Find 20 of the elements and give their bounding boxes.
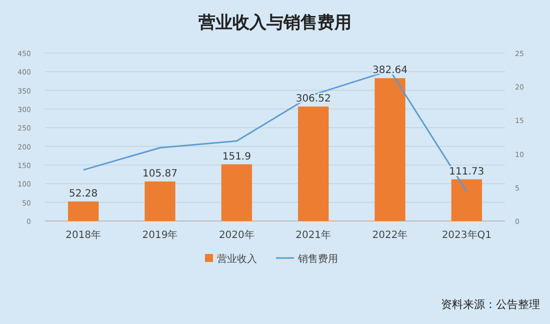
bar bbox=[144, 181, 176, 221]
bar bbox=[298, 106, 329, 221]
x-tick-label: 2020年 bbox=[218, 229, 254, 241]
x-tick-label: 2019年 bbox=[142, 229, 178, 241]
chart-title: 营业收入与销售费用 bbox=[198, 13, 352, 33]
bar bbox=[451, 179, 482, 221]
x-tick-label: 2018年 bbox=[66, 229, 102, 241]
x-tick-label: 2023年Q1 bbox=[442, 229, 492, 241]
bar bbox=[68, 201, 99, 221]
bar bbox=[221, 164, 252, 221]
data-label: 382.64 bbox=[372, 65, 408, 76]
data-label: 52.28 bbox=[69, 188, 98, 200]
data-label: 105.87 bbox=[142, 168, 178, 180]
text: 资料来源：公告整理 bbox=[441, 298, 540, 311]
x-tick-label: 2021年 bbox=[296, 229, 332, 241]
legend-label: 销售费用 bbox=[297, 253, 338, 265]
legend-label: 营业收入 bbox=[217, 253, 257, 265]
x-tick-label: 2022年 bbox=[372, 229, 408, 241]
data-label: 151.9 bbox=[222, 151, 251, 162]
bar bbox=[374, 78, 406, 221]
